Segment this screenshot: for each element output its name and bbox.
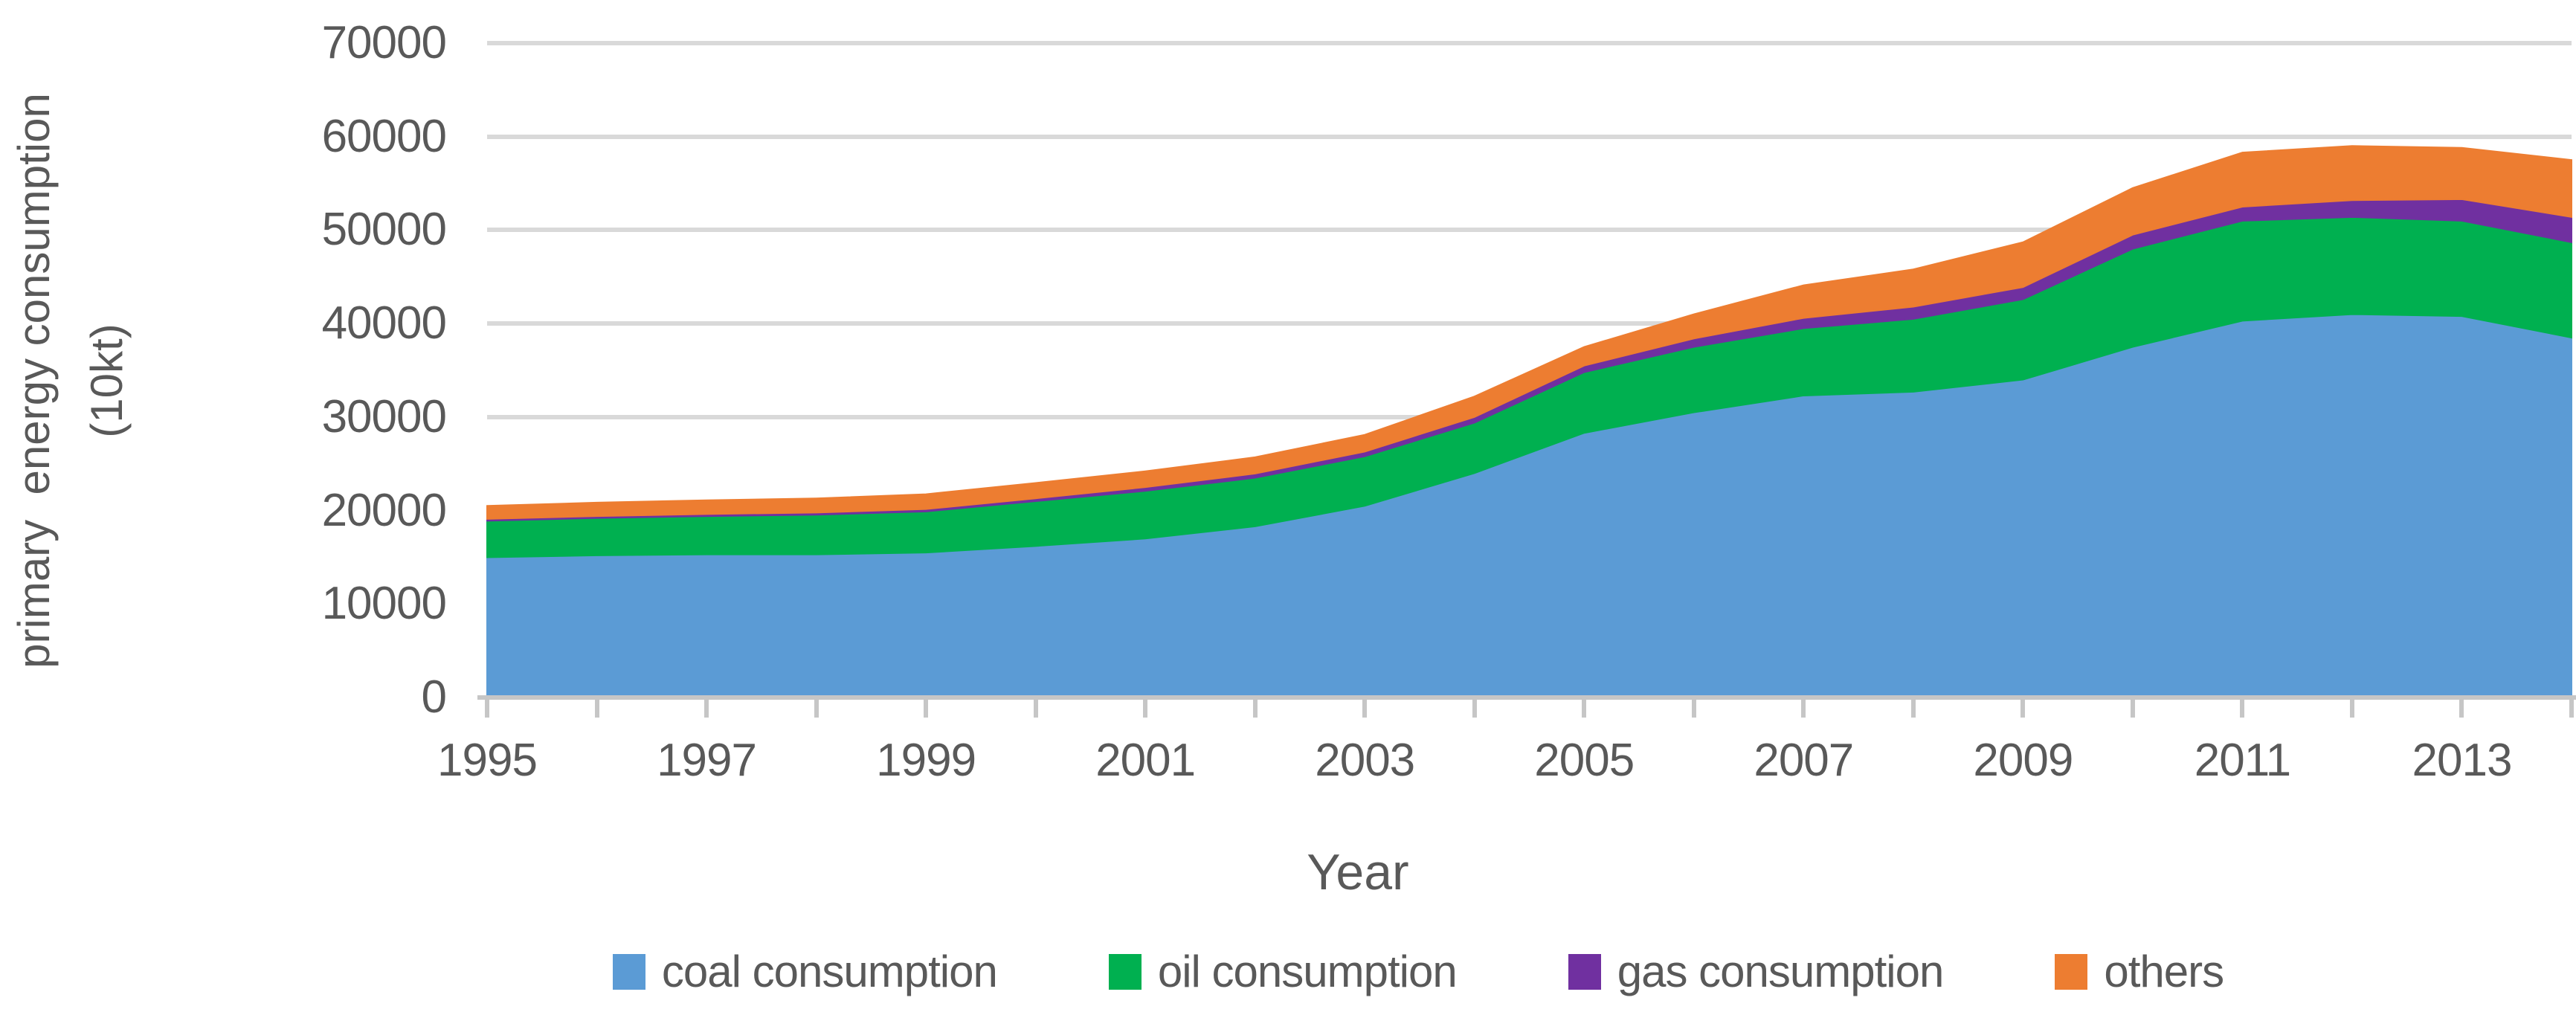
x-tick-1998 xyxy=(814,700,819,718)
x-tick-2003 xyxy=(1362,700,1368,718)
x-tick-label-2009: 2009 xyxy=(1973,735,2073,786)
x-tick-1995 xyxy=(485,700,489,718)
legend-item-coal-consumption: coal consumption xyxy=(612,946,998,997)
x-tick-1999 xyxy=(924,700,929,718)
x-tick-label-2011: 2011 xyxy=(2194,735,2291,786)
legend-chip-oil-consumption xyxy=(1108,953,1142,990)
y-tick-label-20000: 20000 xyxy=(321,484,447,536)
legend-item-oil-consumption: oil consumption xyxy=(1108,946,1458,997)
x-tick-label-2001: 2001 xyxy=(1095,735,1196,786)
x-tick-2008 xyxy=(1910,700,1916,718)
y-tick-label-60000: 60000 xyxy=(321,110,447,162)
area-series-others xyxy=(486,145,2572,520)
y-tick-label-70000: 70000 xyxy=(321,17,447,68)
x-tick-label-1997: 1997 xyxy=(657,735,757,786)
x-tick-label-1995: 1995 xyxy=(437,735,538,786)
x-tick-2005 xyxy=(1582,700,1587,718)
x-tick-2014 xyxy=(2569,700,2574,718)
chart-legend: coal consumption oil consumption gas consu… xyxy=(0,946,2576,997)
x-tick-2007 xyxy=(1801,700,1806,718)
gridline-40000 xyxy=(487,321,2572,326)
gridline-60000 xyxy=(487,134,2572,139)
legend-label: oil consumption xyxy=(1157,947,1458,996)
x-tick-1997 xyxy=(704,700,709,718)
x-tick-2013 xyxy=(2459,700,2464,718)
x-tick-label-2003: 2003 xyxy=(1315,735,1415,786)
legend-chip-gas-consumption xyxy=(1568,953,1601,990)
y-tick-label-10000: 10000 xyxy=(321,578,447,630)
legend-item-gas-consumption: gas consumption xyxy=(1568,946,1944,997)
legend-item-others: others xyxy=(2055,946,2224,997)
x-tick-2004 xyxy=(1472,700,1477,718)
x-tick-2010 xyxy=(2130,700,2135,718)
gridline-70000 xyxy=(487,41,2572,45)
y-tick-label-0: 0 xyxy=(421,671,447,723)
x-axis-title: Year xyxy=(1307,844,1409,900)
x-tick-label-1999: 1999 xyxy=(876,735,976,786)
x-tick-label-2005: 2005 xyxy=(1534,735,1635,786)
legend-chip-others xyxy=(2055,953,2088,990)
x-tick-2009 xyxy=(2020,700,2026,718)
legend-label: coal consumption xyxy=(661,947,998,996)
x-tick-2001 xyxy=(1143,700,1148,718)
x-tick-label-2013: 2013 xyxy=(2412,735,2513,786)
x-tick-label-2007: 2007 xyxy=(1754,735,1854,786)
x-tick-1996 xyxy=(594,700,599,718)
y-tick-label-40000: 40000 xyxy=(321,297,447,349)
x-tick-2000 xyxy=(1033,700,1038,718)
gridline-50000 xyxy=(487,228,2572,233)
y-tick-label-30000: 30000 xyxy=(321,390,447,442)
legend-chip-coal-consumption xyxy=(612,953,645,990)
legend-label: gas consumption xyxy=(1617,947,1945,996)
y-tick-label-50000: 50000 xyxy=(321,204,447,256)
x-axis-line xyxy=(477,695,2576,700)
x-tick-2002 xyxy=(1252,700,1258,718)
x-tick-2012 xyxy=(2349,700,2354,718)
x-tick-2011 xyxy=(2240,700,2245,718)
legend-label: others xyxy=(2104,947,2224,996)
x-tick-2006 xyxy=(1691,700,1696,718)
